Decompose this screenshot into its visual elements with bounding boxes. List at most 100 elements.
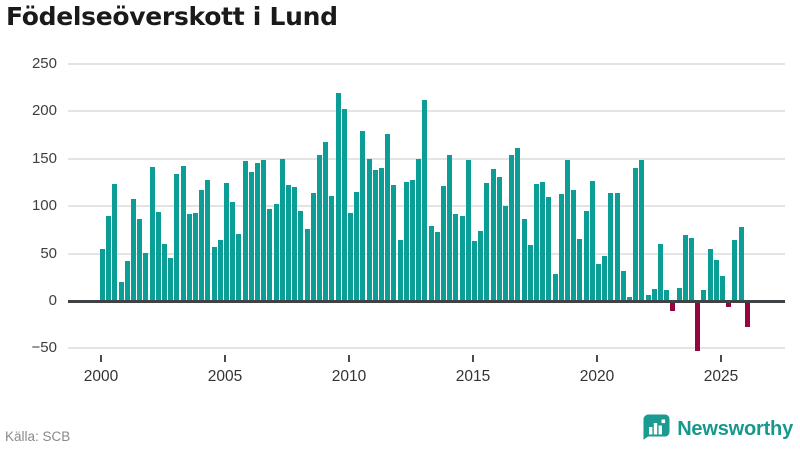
plot-area: 250 200 150 100 50 0 −50 2000 2005 2010 2015 2020 20… [31,55,785,385]
newsworthy-logo-icon [642,413,670,446]
bar [534,184,540,301]
bar [267,209,273,301]
bar [682,234,688,301]
bar [484,182,490,301]
bar [558,193,564,301]
bar [397,240,403,301]
x-axis-tick [596,355,598,362]
bar [279,158,285,301]
bar [509,155,515,301]
bar [180,166,186,301]
source-label: Källa: SCB [5,429,71,444]
bar [261,159,267,301]
bar [701,289,707,301]
bar [416,158,422,301]
bar [236,233,242,301]
bar [608,192,614,301]
bar [155,211,161,301]
bar [255,162,261,301]
y-axis-tick-label: −50 [31,339,57,357]
bar [273,204,279,301]
bar [422,100,428,301]
bar [248,172,254,301]
bar [670,302,676,311]
y-axis-tick-label: 100 [31,197,57,215]
bar [230,202,236,301]
x-axis-tick [224,355,226,362]
bar [410,179,416,301]
zero-axis-line [68,299,785,303]
bar [713,260,719,301]
bar [317,155,323,301]
bar [583,210,589,301]
bar [168,258,174,301]
bar [428,226,434,301]
bar [372,170,378,301]
bar [459,215,465,301]
bar [540,181,546,301]
x-axis-tick-label: 2010 [331,368,367,385]
x-axis-tick-label: 2005 [207,368,243,385]
bar [391,185,397,301]
bar [403,181,409,301]
bar [441,186,447,301]
x-axis-tick [100,355,102,362]
bar [286,185,292,301]
x-axis-tick [348,355,350,362]
bar [503,206,509,301]
bar [224,182,230,301]
bar [385,134,391,301]
bar [515,148,521,301]
bar [143,252,149,301]
bar [298,210,304,301]
x-axis-tick-label: 2015 [455,368,491,385]
bar [472,241,478,301]
bar [664,289,670,301]
bar [577,239,583,301]
bar [360,131,366,301]
x-axis-tick [720,355,722,362]
bar [366,158,372,301]
bar [651,288,657,301]
bar [100,248,106,301]
bar [323,141,329,301]
bar [602,256,608,301]
bar [106,215,112,301]
bar [124,261,130,301]
bar [137,218,143,301]
bar [496,176,502,301]
y-axis-tick-label: 200 [31,102,57,120]
bar [335,93,341,301]
bar [205,179,211,301]
bar [546,196,552,301]
bar [620,270,626,301]
bar [310,192,316,301]
bar [348,212,354,301]
bar [639,159,645,301]
bar [614,192,620,301]
bar [434,231,440,301]
bar [453,213,459,301]
bar [707,248,713,301]
bar [627,297,633,301]
x-axis-tick [472,355,474,362]
bar [720,276,726,301]
bar [571,190,577,301]
bar [242,160,248,301]
bar [149,167,155,301]
bar [527,245,533,301]
y-axis-tick-label: 250 [31,55,57,72]
bar [465,159,471,301]
bar [174,173,180,301]
bar [304,228,310,301]
bar [193,212,199,301]
bar [131,198,137,301]
chart-title: Födelseöverskott i Lund [6,2,338,31]
bar [633,168,639,301]
bar [162,244,168,301]
bar [589,180,595,301]
bar [521,219,527,301]
bar [118,282,124,301]
x-axis-tick-label: 2025 [703,368,739,385]
bar [596,264,602,301]
